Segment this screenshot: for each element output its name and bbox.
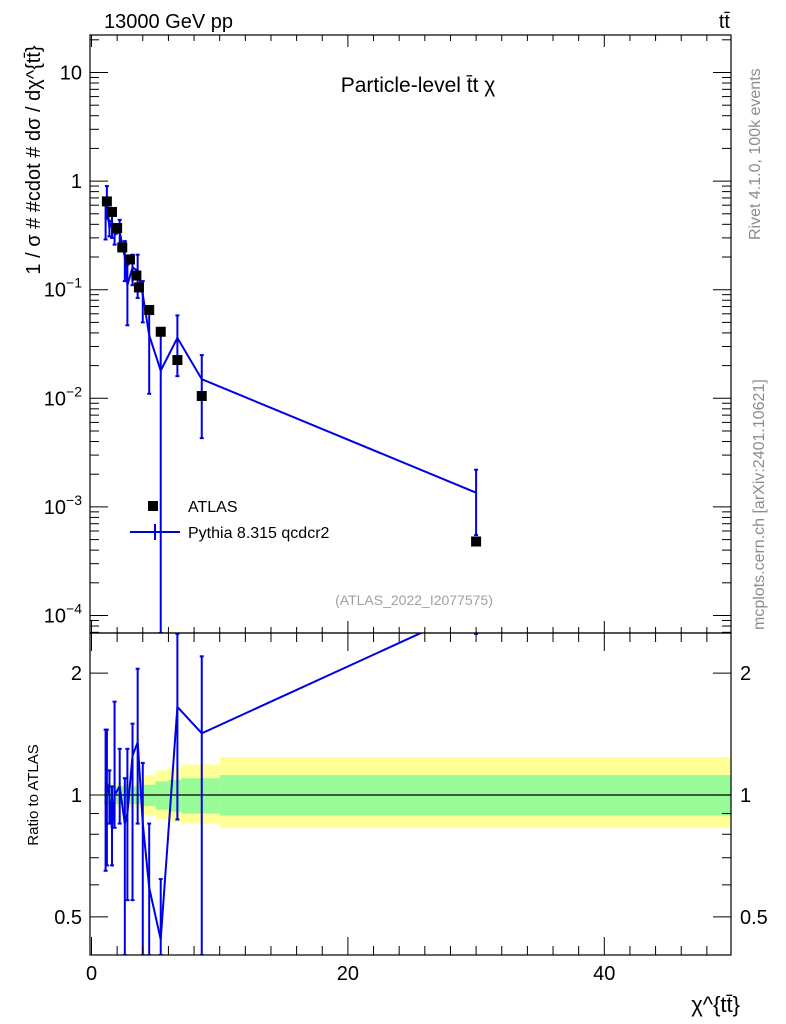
data-point <box>131 270 142 281</box>
x-axis-label: χ^{tt̄} <box>691 992 740 1017</box>
data-point <box>196 390 207 401</box>
data-point <box>471 536 482 547</box>
data-point <box>124 254 135 265</box>
ratio-y-tick-label-right: 2 <box>740 663 751 685</box>
main-frame <box>89 34 732 634</box>
ratio-y-tick-label: 1 <box>71 785 82 807</box>
legend: ATLAS Pythia 8.315 qcdcr2 <box>130 499 330 542</box>
uncertainty-band-inner <box>181 778 220 814</box>
data-point <box>101 196 112 207</box>
ratio-y-axis-label: Ratio to ATLAS <box>25 744 42 845</box>
y-tick-label: 10−3 <box>44 492 82 519</box>
data-point <box>144 305 155 316</box>
data-point <box>155 326 166 337</box>
data-point <box>107 206 118 217</box>
data-point <box>172 355 183 366</box>
data-point <box>112 222 123 233</box>
x-tick-label: 20 <box>337 963 359 985</box>
process-label: tt̄ <box>719 11 731 33</box>
y-tick-label: 1 <box>71 171 82 193</box>
ratio-panel: 0.5 0.51 12 20 20 40 Ratio to ATLAS χ^{tt̄} <box>25 632 768 1017</box>
ratio-y-tick-label-right: 0.5 <box>740 907 768 929</box>
mc-line <box>104 197 477 494</box>
ratio-y-tick-label: 0.5 <box>54 907 82 929</box>
ratio-frame <box>89 632 732 956</box>
data-point <box>133 282 144 293</box>
legend-label-pythia: Pythia 8.315 qcdcr2 <box>188 525 330 542</box>
legend-marker-atlas <box>148 501 158 511</box>
legend-label-atlas: ATLAS <box>188 499 238 516</box>
x-tick-label: 0 <box>86 963 97 985</box>
ratio-y-tick-label: 2 <box>71 663 82 685</box>
main-y-axis-label: 1 / σ # #cdot # dσ / dχ^{tt̄} <box>23 45 45 274</box>
y-tick-label: 10−2 <box>44 383 82 410</box>
x-tick-label: 40 <box>593 963 615 985</box>
y-tick-label: 10−4 <box>44 601 82 628</box>
rivet-side-label: Rivet 4.1.0, 100k events <box>747 68 764 240</box>
ratio-y-tick-label-right: 1 <box>740 785 751 807</box>
ratio-mc-line <box>104 633 424 940</box>
annotation-analysis: (ATLAS_2022_I2077575) <box>335 592 493 608</box>
main-panel: 10−4 10−3 10−2 10−1 1 10 Particle-level t̄t χ… <box>23 34 732 634</box>
plot-title: Particle-level t̄t χ <box>341 74 496 97</box>
energy-label: 13000 GeV pp <box>104 11 233 33</box>
y-tick-label: 10−1 <box>44 275 82 302</box>
data-point <box>117 242 128 253</box>
y-tick-label: 10 <box>60 63 82 85</box>
mcplots-side-label: mcplots.cern.ch [arXiv:2401.10621] <box>751 379 768 630</box>
